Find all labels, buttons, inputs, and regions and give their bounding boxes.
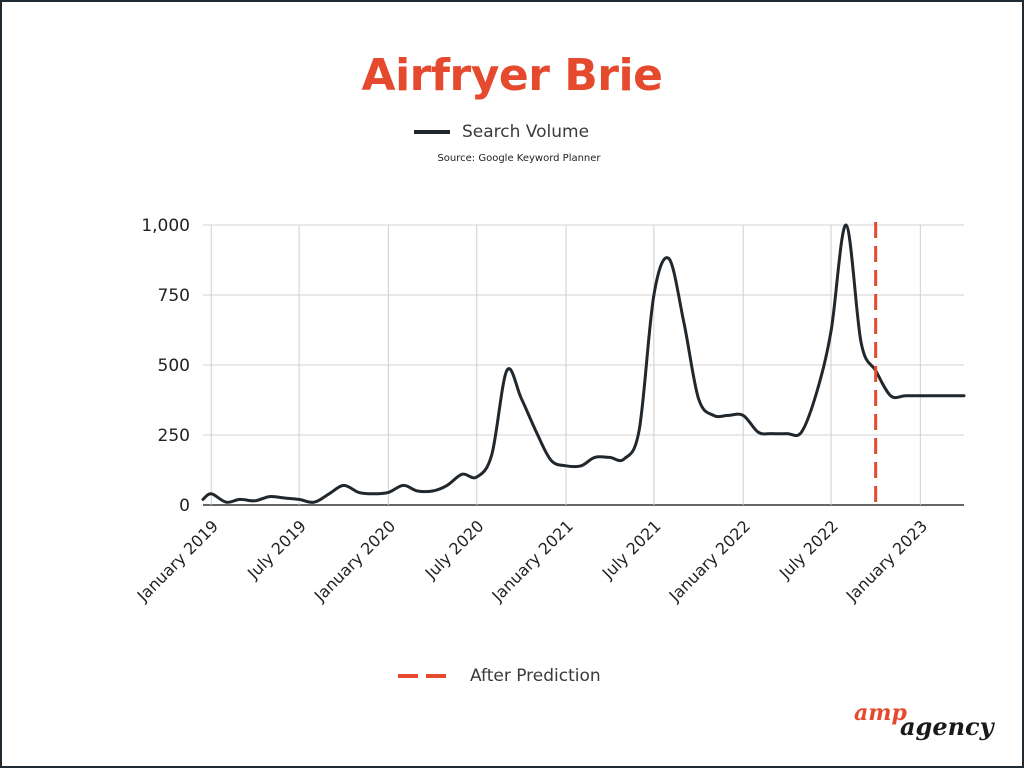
y-tick-label: 500	[158, 356, 190, 376]
logo-agency: agency	[900, 712, 994, 741]
chart-source: Source: Google Keyword Planner	[437, 153, 601, 164]
legend-after-prediction: After Prediction	[398, 664, 601, 688]
legend-search-volume-label: Search Volume	[462, 122, 590, 142]
x-tick-label: July 2019	[243, 516, 310, 583]
x-tick-label: January 2022	[665, 516, 754, 605]
series-layer	[201, 223, 966, 504]
x-tick-label: July 2020	[421, 516, 488, 583]
y-tick-label: 0	[179, 496, 190, 516]
y-tick-label: 750	[158, 286, 190, 306]
x-tick-label: January 2023	[842, 516, 931, 605]
legend-search-volume: Search Volume	[414, 120, 589, 144]
amp-agency-logo: amp agency	[852, 700, 1002, 748]
y-tick-label: 250	[158, 426, 190, 446]
horizontal-gridlines	[203, 224, 964, 506]
y-axis-ticks: 0 250 500 750 1,000	[141, 216, 190, 516]
chart-title: Airfryer Brie	[361, 50, 663, 101]
x-tick-label: July 2021	[598, 516, 665, 583]
x-tick-label: July 2022	[775, 516, 842, 583]
logo-amp: amp	[854, 700, 907, 726]
y-tick-label: 1,000	[141, 216, 190, 236]
legend-line-swatch	[414, 130, 450, 134]
series-line-search-volume	[201, 223, 966, 504]
x-tick-label: January 2019	[133, 516, 222, 605]
x-tick-label: January 2020	[310, 516, 399, 605]
x-axis-ticks: January 2019 July 2019 January 2020 July 20…	[133, 516, 931, 605]
legend-after-prediction-label: After Prediction	[470, 666, 601, 686]
vertical-gridlines	[210, 225, 921, 505]
x-tick-label: January 2021	[487, 516, 576, 605]
legend-dashed-swatch	[398, 674, 446, 678]
